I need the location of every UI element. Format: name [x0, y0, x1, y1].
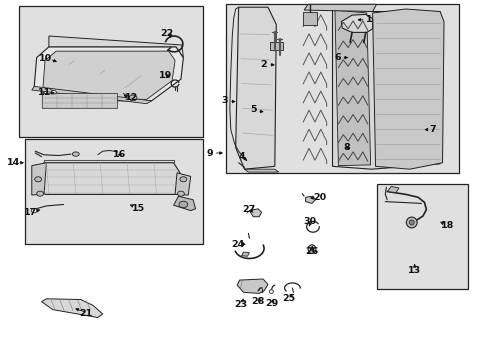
Polygon shape: [32, 163, 46, 195]
Ellipse shape: [129, 95, 137, 101]
Text: 4: 4: [238, 152, 245, 161]
Text: 15: 15: [132, 204, 144, 212]
Text: 17: 17: [23, 208, 37, 217]
Polygon shape: [332, 8, 442, 169]
Ellipse shape: [31, 208, 37, 213]
Text: 20: 20: [313, 194, 326, 202]
Text: 27: 27: [241, 205, 255, 214]
Text: 8: 8: [343, 143, 350, 152]
Text: 25: 25: [282, 294, 294, 302]
Ellipse shape: [307, 245, 315, 253]
Bar: [303, 12, 316, 25]
Text: 6: 6: [333, 53, 340, 62]
Polygon shape: [334, 10, 370, 166]
Ellipse shape: [406, 217, 416, 228]
Text: 22: 22: [160, 29, 174, 37]
Text: 19: 19: [158, 71, 172, 80]
Polygon shape: [235, 7, 276, 169]
Text: 13: 13: [407, 266, 420, 275]
Polygon shape: [305, 196, 315, 203]
Polygon shape: [386, 186, 398, 193]
Polygon shape: [37, 163, 180, 194]
Bar: [25, 139, 203, 244]
Ellipse shape: [35, 177, 41, 182]
Bar: [270, 42, 283, 50]
Ellipse shape: [179, 201, 187, 208]
Text: 23: 23: [234, 300, 246, 309]
Text: 1: 1: [365, 15, 372, 24]
Ellipse shape: [51, 90, 56, 94]
Polygon shape: [241, 252, 249, 256]
Polygon shape: [341, 14, 372, 32]
Polygon shape: [249, 209, 261, 217]
Polygon shape: [372, 9, 443, 169]
Text: 21: 21: [79, 309, 92, 318]
Bar: [376, 184, 468, 289]
Text: 29: 29: [264, 299, 278, 307]
Polygon shape: [34, 47, 183, 101]
Polygon shape: [304, 4, 376, 12]
Text: 11: 11: [38, 88, 52, 97]
Polygon shape: [244, 169, 278, 172]
Polygon shape: [175, 173, 190, 195]
Text: 12: 12: [124, 93, 138, 102]
Ellipse shape: [37, 191, 43, 196]
Text: 16: 16: [113, 150, 126, 159]
Text: 14: 14: [7, 158, 20, 167]
Polygon shape: [173, 196, 195, 211]
Polygon shape: [237, 279, 267, 293]
Text: 7: 7: [428, 125, 435, 134]
Text: 10: 10: [39, 54, 51, 63]
Text: 5: 5: [249, 105, 256, 114]
Text: 24: 24: [231, 240, 244, 248]
Ellipse shape: [310, 247, 313, 251]
Ellipse shape: [269, 290, 273, 293]
Text: 9: 9: [206, 149, 213, 158]
Polygon shape: [41, 299, 102, 318]
Text: 28: 28: [251, 297, 264, 306]
Text: 3: 3: [221, 96, 228, 105]
Polygon shape: [49, 36, 183, 58]
Ellipse shape: [408, 220, 413, 225]
Polygon shape: [43, 51, 175, 99]
Text: 2: 2: [259, 60, 266, 69]
Bar: [41, 93, 117, 108]
Ellipse shape: [177, 191, 184, 196]
Text: 26: 26: [305, 248, 318, 256]
Polygon shape: [32, 86, 151, 104]
Ellipse shape: [180, 177, 186, 182]
Text: 30: 30: [303, 217, 315, 226]
Bar: [19, 6, 203, 137]
Bar: [225, 4, 458, 173]
Text: 18: 18: [440, 220, 453, 230]
Ellipse shape: [72, 152, 79, 156]
